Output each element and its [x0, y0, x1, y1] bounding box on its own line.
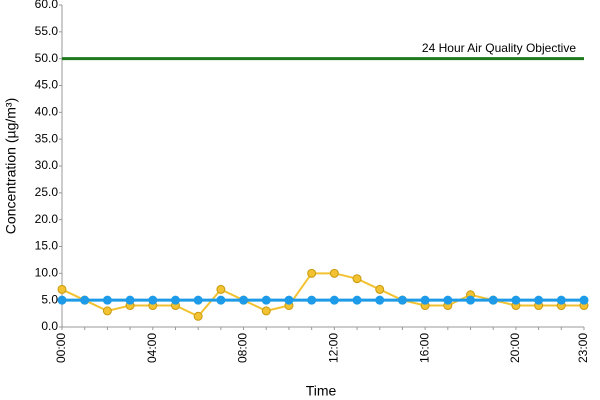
data-point — [216, 284, 226, 294]
data-point — [193, 295, 203, 305]
data-point — [579, 295, 589, 305]
x-axis-title: Time — [306, 383, 337, 399]
x-tick-label: 16:00 — [417, 333, 431, 363]
data-point — [556, 295, 566, 305]
y-tick-label: 30.0 — [35, 158, 59, 172]
x-tick-label: 00:00 — [54, 333, 68, 363]
y-tick-label: 25.0 — [35, 185, 59, 199]
data-point — [102, 306, 112, 316]
data-point — [420, 295, 430, 305]
data-point — [397, 295, 407, 305]
data-point — [57, 284, 67, 294]
data-point — [352, 295, 362, 305]
data-point — [261, 306, 271, 316]
reference-label: 24 Hour Air Quality Objective — [422, 41, 576, 55]
data-point — [148, 295, 158, 305]
data-point — [170, 295, 180, 305]
data-point — [443, 295, 453, 305]
y-tick-label: 45.0 — [35, 78, 59, 92]
data-point — [534, 295, 544, 305]
data-point — [193, 311, 203, 321]
x-tick-label: 04:00 — [145, 333, 159, 363]
data-point — [80, 295, 90, 305]
x-tick-label: 20:00 — [508, 333, 522, 363]
data-point — [511, 295, 521, 305]
x-tick-label: 12:00 — [327, 333, 341, 363]
data-point — [375, 284, 385, 294]
y-tick-label: 55.0 — [35, 24, 59, 38]
data-point — [466, 295, 476, 305]
data-point — [488, 295, 498, 305]
y-tick-label: 50.0 — [35, 51, 59, 65]
y-tick-label: 5.0 — [41, 292, 58, 306]
x-tick-label: 23:00 — [576, 333, 590, 363]
y-tick-label: 40.0 — [35, 105, 59, 119]
data-point — [57, 295, 67, 305]
y-tick-label: 60.0 — [35, 0, 59, 11]
data-point — [261, 295, 271, 305]
data-point — [307, 295, 317, 305]
data-point — [102, 295, 112, 305]
y-tick-label: 20.0 — [35, 212, 59, 226]
data-point — [284, 295, 294, 305]
data-point — [375, 295, 385, 305]
data-point — [216, 295, 226, 305]
data-point — [329, 295, 339, 305]
y-tick-label: 15.0 — [35, 239, 59, 253]
series-line — [61, 272, 584, 318]
y-tick-label: 0.0 — [41, 319, 58, 333]
y-tick-label: 10.0 — [35, 266, 59, 280]
y-axis-title: Concentration (µg/m³) — [3, 98, 19, 234]
x-tick-label: 08:00 — [236, 333, 250, 363]
data-point — [352, 274, 362, 284]
data-point — [329, 268, 339, 278]
data-point — [125, 295, 135, 305]
data-point — [307, 268, 317, 278]
data-point — [239, 295, 249, 305]
y-tick-label: 35.0 — [35, 131, 59, 145]
